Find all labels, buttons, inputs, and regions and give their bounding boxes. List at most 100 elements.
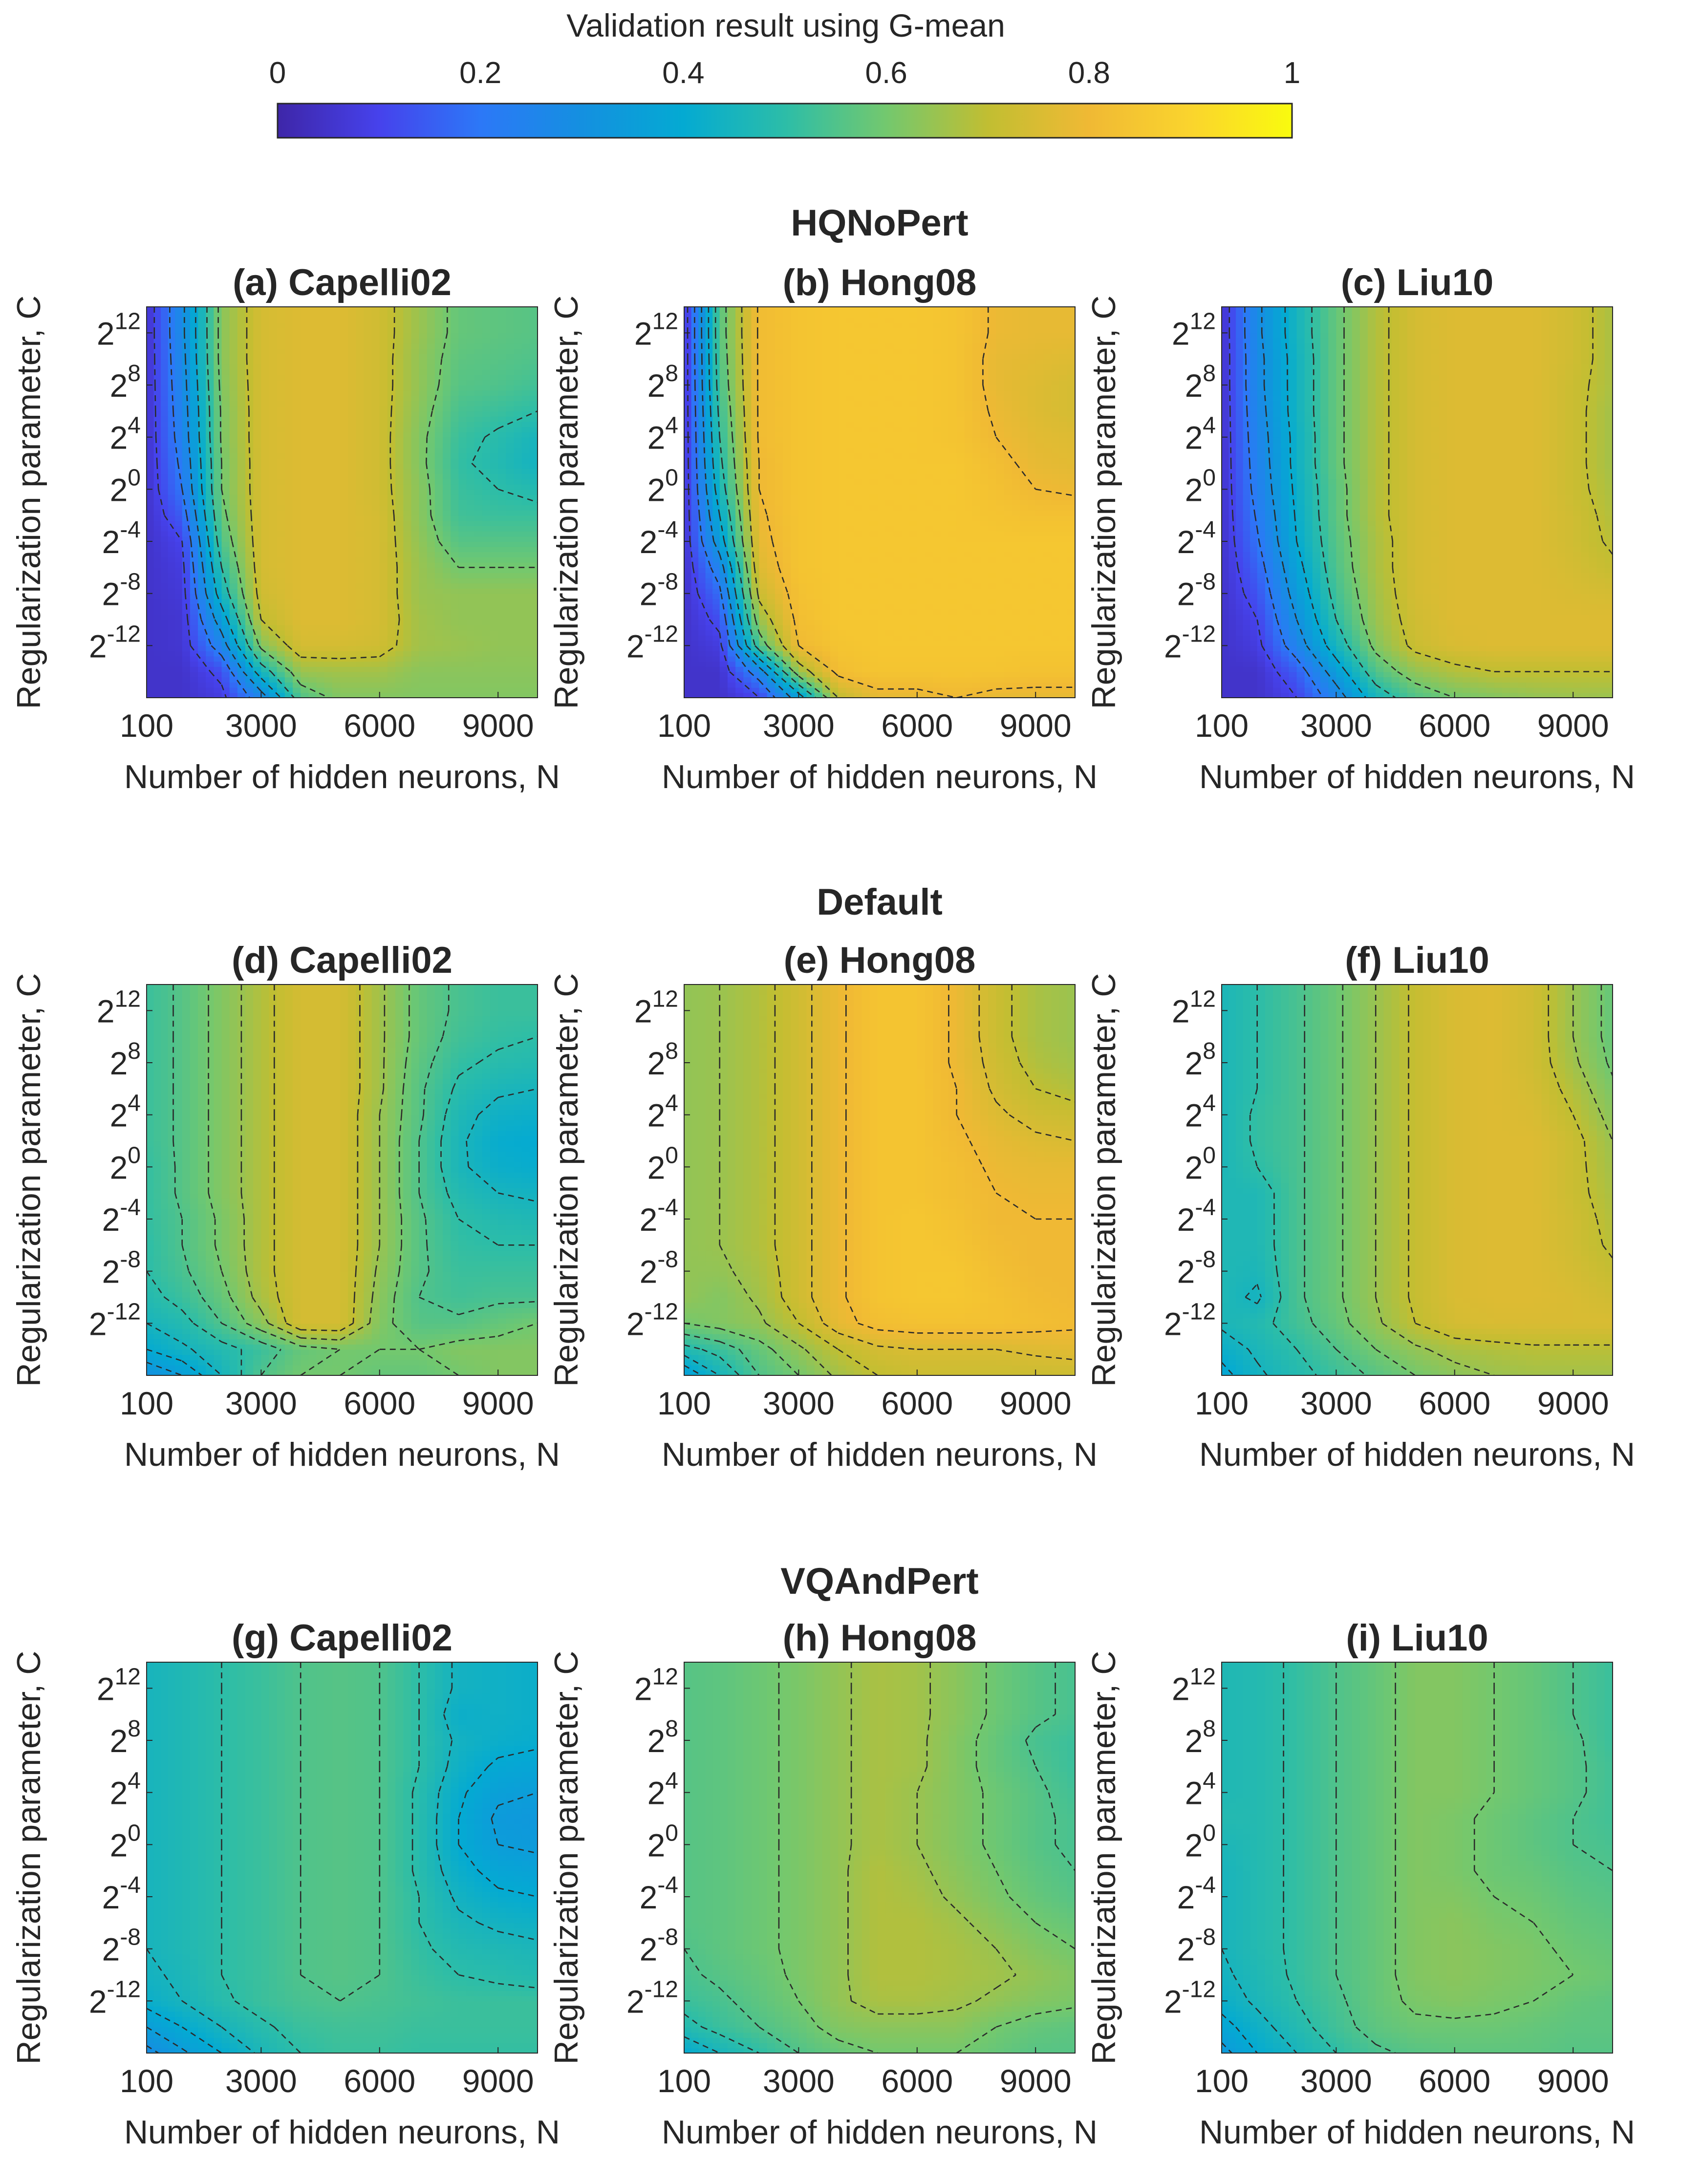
heatmap-cell: [980, 614, 989, 620]
heatmap-cell: [332, 343, 341, 349]
heatmap-cell: [869, 578, 878, 584]
heatmap-cell: [514, 395, 522, 401]
heatmap-cell: [340, 317, 349, 323]
heatmap-cell: [292, 327, 302, 334]
heatmap-cell: [168, 692, 176, 698]
heatmap-cell: [175, 369, 183, 375]
heatmap-cell: [395, 546, 404, 553]
heatmap-cell: [221, 401, 230, 407]
heatmap-cell: [175, 437, 183, 443]
heatmap-cell: [854, 620, 862, 625]
heatmap-cell: [854, 661, 862, 667]
heatmap-cell: [308, 452, 317, 459]
heatmap-cell: [909, 682, 918, 688]
heatmap-cell: [253, 442, 262, 448]
heatmap-cell: [253, 620, 262, 625]
heatmap-cell: [854, 604, 862, 610]
heatmap-cell: [1051, 624, 1060, 631]
heatmap-cell: [443, 473, 452, 479]
heatmap-cell: [332, 442, 341, 448]
heatmap-cell: [490, 348, 499, 354]
heatmap-cell: [214, 458, 222, 464]
heatmap-cell: [901, 573, 910, 578]
heatmap-cell: [474, 348, 483, 354]
heatmap-cell: [261, 630, 270, 636]
heatmap-cell: [1051, 635, 1060, 641]
heatmap-cell: [292, 479, 302, 485]
heatmap-cell: [340, 307, 349, 313]
heatmap-cell: [182, 515, 191, 521]
heatmap-cell: [434, 364, 443, 370]
heatmap-cell: [253, 599, 262, 604]
heatmap-cell: [348, 599, 357, 604]
heatmap-cell: [395, 364, 404, 370]
heatmap-cell: [190, 599, 198, 604]
heatmap-cell: [269, 432, 278, 438]
heatmap-cell: [458, 573, 467, 578]
heatmap-cell: [190, 432, 198, 438]
heatmap-cell: [403, 557, 412, 563]
heatmap-cell: [466, 354, 475, 360]
heatmap-cell: [862, 666, 870, 672]
heatmap-cell: [482, 567, 491, 573]
heatmap-cell: [743, 651, 752, 657]
heatmap-cell: [190, 327, 198, 334]
heatmap-cell: [862, 624, 870, 631]
heatmap-cell: [474, 468, 483, 474]
heatmap-cell: [277, 322, 285, 328]
heatmap-cell: [466, 427, 475, 432]
heatmap-cell: [521, 583, 530, 589]
heatmap-cell: [292, 343, 302, 349]
heatmap-cell: [506, 520, 515, 526]
heatmap-cell: [529, 541, 538, 547]
heatmap-cell: [387, 573, 396, 578]
heatmap-cell: [316, 442, 325, 448]
heatmap-cell: [332, 573, 341, 578]
heatmap-cell: [684, 593, 692, 600]
heatmap-cell: [972, 645, 981, 651]
heatmap-cell: [237, 442, 246, 448]
heatmap-cell: [308, 609, 317, 615]
heatmap-cell: [419, 307, 428, 313]
heatmap-cell: [419, 677, 428, 683]
heatmap-cell: [161, 609, 169, 615]
heatmap-cell: [767, 687, 776, 693]
heatmap-cell: [190, 468, 198, 474]
heatmap-cell: [684, 620, 692, 625]
heatmap-cell: [1051, 692, 1060, 698]
heatmap-cell: [301, 458, 309, 464]
heatmap-cell: [198, 317, 207, 323]
heatmap-cell: [419, 369, 428, 375]
heatmap-cell: [443, 593, 452, 600]
heatmap-cell: [767, 640, 776, 646]
heatmap-cell: [284, 583, 293, 589]
heatmap-cell: [147, 395, 154, 401]
heatmap-cell: [316, 567, 325, 573]
heatmap-cell: [941, 666, 949, 672]
heatmap-cell: [1059, 609, 1068, 615]
heatmap-cell: [371, 687, 380, 693]
heatmap-cell: [691, 624, 699, 631]
heatmap-cell: [316, 620, 325, 625]
heatmap-cell: [830, 677, 839, 683]
heatmap-cell: [364, 473, 372, 479]
heatmap-cell: [190, 463, 198, 469]
heatmap-cell: [214, 624, 222, 631]
colorbar: Validation result using G-mean 0 0.2 0.4 0.…: [269, 7, 1300, 139]
heatmap-cell: [698, 692, 706, 698]
heatmap-cell: [791, 567, 799, 573]
heatmap-cell: [316, 687, 325, 693]
heatmap-cell: [206, 526, 215, 532]
heatmap-cell: [261, 468, 270, 474]
heatmap-cell: [956, 645, 965, 651]
heatmap-cell: [466, 448, 475, 453]
heatmap-cell: [253, 557, 262, 563]
heatmap-cell: [451, 588, 459, 594]
heatmap-cell: [727, 614, 736, 620]
heatmap-cell: [759, 578, 768, 584]
heatmap-cell: [466, 541, 475, 547]
heatmap-cell: [529, 479, 538, 485]
heatmap-cell: [419, 421, 428, 428]
heatmap-cell: [806, 640, 815, 646]
heatmap-cell: [506, 583, 515, 589]
